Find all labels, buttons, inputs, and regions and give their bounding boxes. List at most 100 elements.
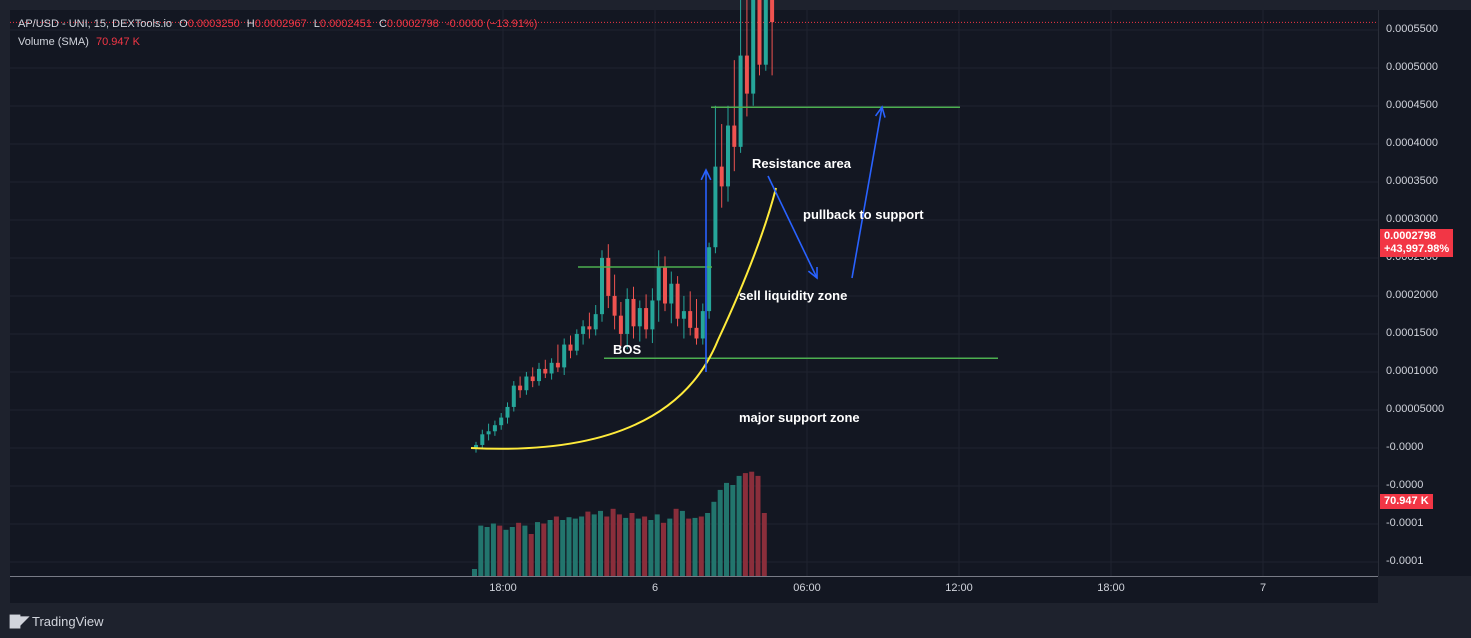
candle-body <box>593 314 598 330</box>
price-tick-label: 0.0001500 <box>1386 327 1438 339</box>
candle-body <box>474 444 478 448</box>
volume-bar <box>522 525 528 576</box>
sell-liquidity-label: sell liquidity zone <box>739 288 848 303</box>
candle-body <box>600 257 604 315</box>
volume-bar <box>560 520 566 576</box>
volume-bar <box>717 489 723 576</box>
volume-bar <box>610 508 616 576</box>
candle-body <box>688 311 693 328</box>
candle-body <box>480 434 485 445</box>
volume-bar <box>698 516 704 576</box>
price-tick-label: -0.0001 <box>1386 555 1424 567</box>
price-tick-label: 0.0001000 <box>1386 365 1438 377</box>
volume-bar <box>749 471 755 576</box>
symbol-label[interactable]: AP/USD - UNI, 15, DEXTools.io <box>18 18 173 30</box>
candle-body <box>625 298 630 334</box>
volume-bar <box>642 516 648 576</box>
volume-bar <box>736 475 742 576</box>
candle-body <box>631 298 636 327</box>
candle-body <box>524 376 529 391</box>
volume-bar <box>673 508 679 576</box>
volume-bar <box>509 527 515 576</box>
candle-body <box>763 0 768 65</box>
candle-body <box>581 326 586 334</box>
price-tick-label: -0.0000 <box>1386 479 1424 491</box>
percent-change-value: +43,997.98% <box>1384 243 1450 255</box>
volume-bar <box>629 513 635 576</box>
bos-label: BOS <box>613 342 642 357</box>
candle-body <box>486 431 491 435</box>
pullback-label: pullback to support <box>803 207 924 222</box>
candle-body <box>644 308 649 330</box>
volume-bar <box>566 517 572 576</box>
time-tick-label: 7 <box>1259 582 1267 594</box>
chart-pane[interactable] <box>10 10 1378 576</box>
volume-bar <box>742 473 748 576</box>
low-value: 0.0002451 <box>319 18 372 30</box>
volume-bar <box>484 527 490 576</box>
candle-body <box>650 300 655 330</box>
last-price-value: 0.0002798 <box>1384 230 1436 242</box>
candle-body <box>505 406 510 418</box>
candle-body <box>637 308 642 327</box>
change-value: -0.0000 (−13.91%) <box>445 18 538 30</box>
volume-bar <box>572 518 578 576</box>
open-key: O <box>179 18 188 30</box>
candle-body <box>707 247 712 312</box>
candle-body <box>618 315 623 334</box>
pullback-arrow-head <box>807 266 818 280</box>
time-axis[interactable] <box>10 576 1378 604</box>
volume-bar <box>730 485 736 576</box>
candle-body <box>656 267 661 301</box>
price-tick-label: 0.0005500 <box>1386 23 1438 35</box>
price-axis[interactable] <box>1378 10 1471 576</box>
volume-bar <box>635 518 641 576</box>
candle-body <box>530 376 535 382</box>
volume-bar <box>724 482 729 576</box>
candle-body <box>726 125 730 187</box>
tradingview-logo[interactable]: ▇◤ TradingView <box>10 613 104 629</box>
price-tick-label: 0.0003000 <box>1386 213 1438 225</box>
ohlc-legend: AP/USD - UNI, 15, DEXTools.io O0.0003250… <box>18 18 537 30</box>
target-arrow <box>851 106 883 279</box>
volume-bar <box>497 525 503 576</box>
volume-badge: 70.947 K <box>1380 494 1433 509</box>
tradingview-logo-icon: ▇◤ <box>10 613 29 628</box>
resistance-area-label: Resistance area <box>752 156 852 171</box>
candle-body <box>719 166 724 187</box>
candle-body <box>700 311 705 339</box>
impulse-arrow-head <box>700 168 712 181</box>
footer-bar <box>0 603 1471 638</box>
volume-badge-value: 70.947 K <box>1384 495 1429 507</box>
volume-bar <box>598 510 603 576</box>
volume-bar <box>503 529 509 576</box>
volume-label[interactable]: Volume (SMA) <box>18 36 89 48</box>
volume-bar <box>623 517 629 576</box>
volume-bar <box>679 510 685 576</box>
candle-body <box>549 362 554 374</box>
volume-bar <box>478 525 484 576</box>
volume-bar <box>654 514 660 576</box>
open-value: 0.0003250 <box>187 18 240 30</box>
volume-value: 70.947 K <box>95 36 141 48</box>
volume-bar <box>535 522 540 576</box>
candle-body <box>612 295 617 316</box>
volume-bar <box>591 514 597 576</box>
candle-body <box>738 55 743 147</box>
candle-body <box>663 267 667 304</box>
candle-body <box>770 0 775 23</box>
candle-body <box>568 344 573 351</box>
price-tick-label: 0.0003500 <box>1386 175 1438 187</box>
volume-bar <box>616 514 622 576</box>
volume-bar <box>755 475 761 576</box>
candle-body <box>543 368 548 374</box>
candle-body <box>744 55 749 94</box>
high-key: H <box>246 18 255 30</box>
candle-body <box>574 333 579 351</box>
candle-body <box>713 166 718 248</box>
candle-body <box>606 257 611 296</box>
candle-body <box>537 368 541 382</box>
time-tick-label: 18:00 <box>489 582 517 594</box>
candle-body <box>562 344 567 368</box>
